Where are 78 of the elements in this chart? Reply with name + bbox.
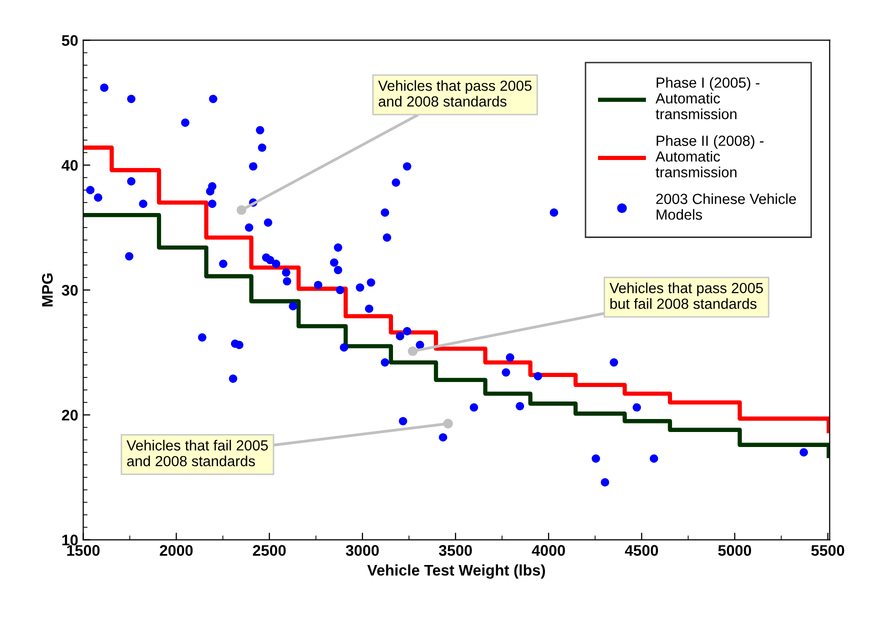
point [256,126,264,134]
point [438,433,448,442]
point [382,233,392,242]
point [127,94,136,104]
point [94,193,102,202]
x-axis-title: Vehicle Test Weight (lbs) [367,564,545,579]
annotation: Vehicles that pass 2005 and 2008 standards [378,80,532,107]
point [230,340,240,348]
x-tick-label: 2000 [160,545,193,556]
point [228,374,238,383]
point [402,327,412,336]
point [592,454,600,463]
point [416,340,424,350]
point [470,403,478,412]
y-tick-label: 40 [62,160,78,171]
point [198,333,206,342]
point [264,218,272,227]
point [550,208,558,217]
point [125,252,134,260]
point [534,372,542,380]
point [208,94,218,104]
y-axis-title: MPG [42,274,53,306]
x-tick-label: 4500 [624,545,658,556]
point [86,186,94,194]
point [244,223,254,232]
y-tick-label: 50 [62,35,78,46]
point [506,353,514,362]
point [127,177,136,186]
annotation: Vehicles that pass 2005 but fail 2008 standards [610,282,763,309]
point [396,332,404,340]
legend-label: 2003 Chinese Vehicle Models [656,193,796,220]
point [100,84,108,92]
y-tick-label: 30 [62,284,78,296]
x-tick-label: 5000 [718,545,752,556]
x-tick-label: 3500 [438,545,472,556]
annotation: Vehicles that fail 2005 and 2008 standards [126,440,268,466]
point [364,304,374,313]
point [282,277,292,286]
point [330,258,338,267]
x-tick-label: 5500 [811,545,844,556]
x-tick-label: 4000 [532,545,565,556]
y-tick-label: 10 [62,534,78,546]
point [516,402,524,410]
point [334,243,342,252]
point [139,200,148,208]
point [800,448,808,457]
x-tick-label: 3000 [346,545,379,556]
point [366,278,376,287]
y-tick-label: 20 [62,410,78,421]
point [356,283,364,292]
point [600,478,610,486]
x-tick-label: 2500 [252,545,286,556]
point [650,454,658,463]
point [314,280,322,290]
point [181,118,190,127]
point [219,260,228,268]
point [398,416,408,426]
point [266,256,274,264]
legend-label: Phase I (2005) - Automatic transmission [656,77,760,120]
point [336,286,344,294]
point [208,200,216,208]
point [206,187,214,196]
point [272,260,280,268]
point [282,268,290,277]
point [402,162,412,171]
point [380,358,390,367]
point [502,368,510,377]
point [392,178,400,187]
point [334,266,342,274]
point [610,358,618,367]
point [258,143,266,152]
point [632,403,641,412]
point [288,302,298,310]
legend-label: Phase II (2008) - Automatic transmission [656,135,764,178]
point [340,343,348,352]
point [380,208,390,217]
x-tick-label: 1500 [67,545,100,556]
point [249,162,258,171]
